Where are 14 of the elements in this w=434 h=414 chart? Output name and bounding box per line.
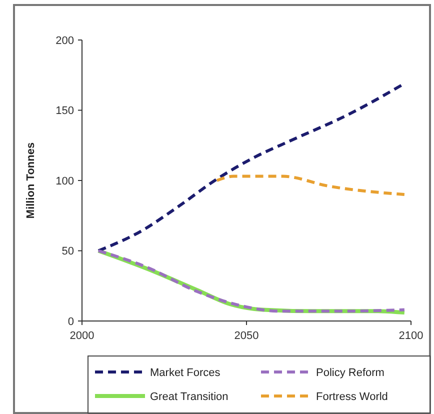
y-tick-label: 50: [62, 246, 74, 258]
y-axis-title: Million Tonnes: [25, 142, 37, 219]
y-tick-label: 0: [68, 316, 74, 328]
y-tick-label: 100: [56, 175, 74, 188]
y-tick-label: 150: [56, 105, 74, 118]
x-tick-label: 2050: [234, 330, 259, 342]
line-series: [215, 174, 406, 196]
legend-label: Market Forces: [150, 366, 221, 379]
legend-label: Fortress World: [316, 390, 388, 403]
legend-label: Great Transition: [150, 390, 228, 403]
y-tick-label: 200: [56, 34, 74, 47]
x-tick-label: 2000: [70, 330, 94, 342]
legend-label: Policy Reform: [316, 366, 384, 379]
x-tick-label: 2100: [398, 330, 424, 342]
